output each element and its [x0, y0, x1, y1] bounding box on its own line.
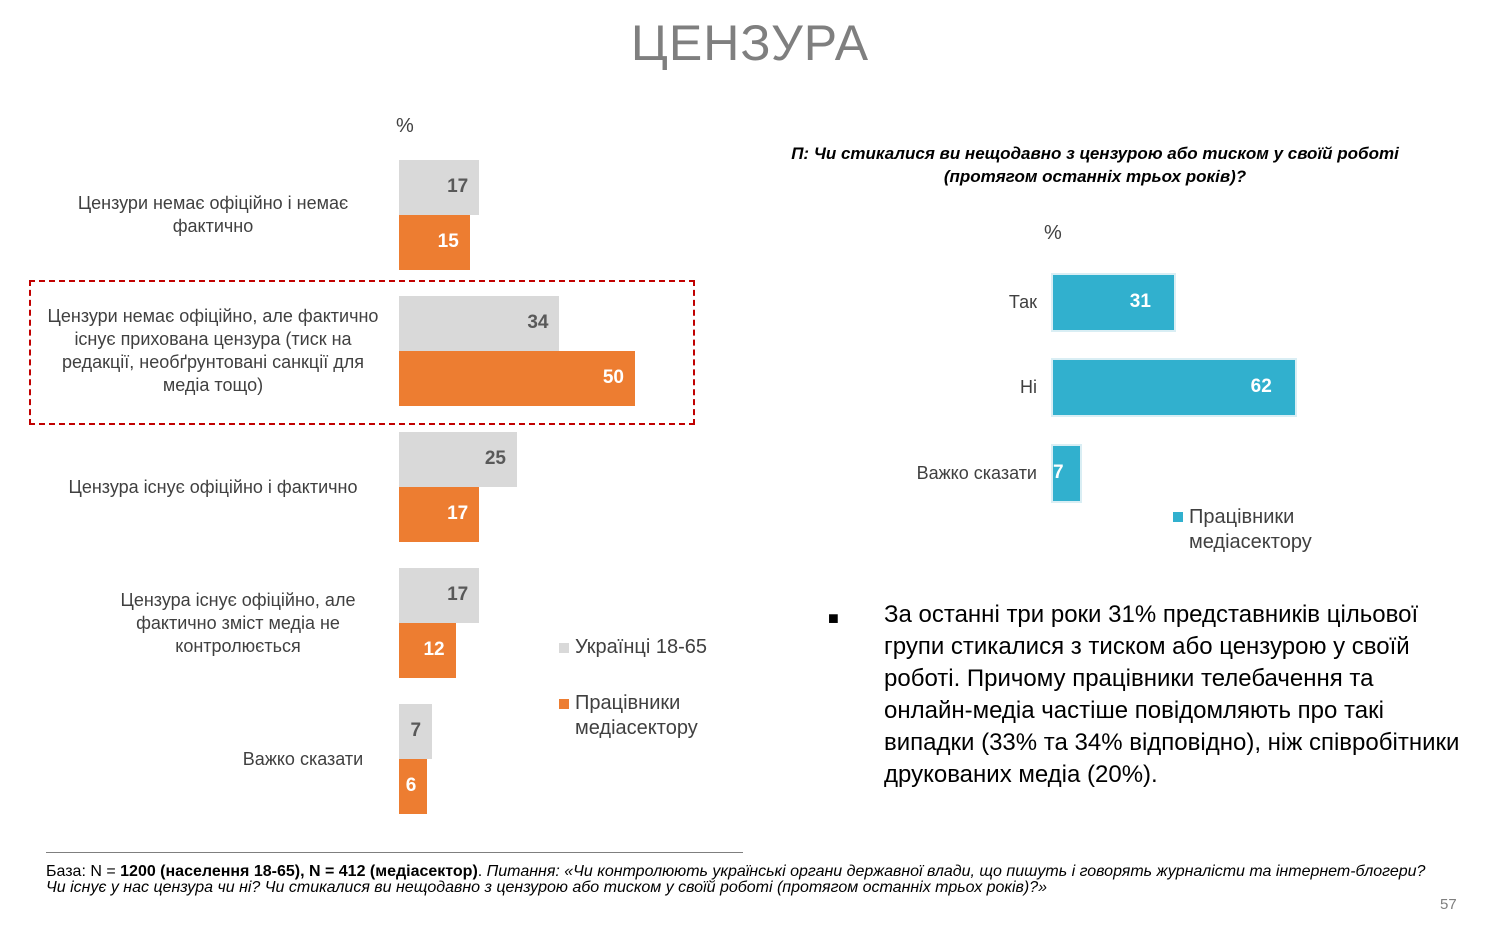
bullet-icon: ■ — [828, 608, 839, 628]
footnote: База: N = 1200 (населення 18-65), N = 41… — [46, 864, 1426, 896]
bar-value-label: 17 — [447, 176, 469, 197]
left-category-label: Цензури немає офіційно, але фактично існ… — [47, 306, 379, 395]
bar-media-right — [1053, 275, 1174, 330]
bar-value-label: 31 — [1129, 291, 1151, 312]
footnote-n1: 1200 (населення 18-65) — [120, 863, 301, 880]
legend-swatch-media — [559, 699, 569, 709]
bar-value-label: 7 — [410, 720, 422, 741]
right-category-label: Ні — [1020, 377, 1037, 397]
question-title: П: Чи стикалися ви нещодавно з цензурою … — [791, 144, 1399, 186]
legend-label-media: Працівники медіасектору — [575, 692, 698, 739]
bar-media — [399, 351, 635, 406]
bar-value-label: 12 — [423, 639, 445, 660]
footnote-question: Питання: «Чи контролюють українські орга… — [46, 863, 1426, 896]
bar-media-right — [1053, 446, 1081, 501]
bar-value-label: 17 — [447, 503, 469, 524]
highlight-box — [29, 280, 695, 425]
left-category-label: Важко сказати — [242, 748, 364, 769]
bar-media-right — [1053, 360, 1295, 415]
page-number: 57 — [1440, 896, 1457, 913]
legend-label-ukrainians: Українці 18-65 — [575, 636, 708, 658]
bar-value-label: 17 — [447, 584, 469, 605]
footnote-sep: , N = — [300, 863, 339, 880]
bar-value-label: 15 — [437, 231, 459, 252]
bar-value-label: 34 — [527, 312, 549, 333]
bar-media — [399, 623, 456, 678]
bar-ukrainians — [399, 160, 480, 215]
right-chart-unit: % — [1044, 222, 1062, 244]
bar-value-label: 50 — [602, 367, 624, 388]
footnote-base-label: База: N = — [46, 863, 121, 880]
bar-ukrainians — [399, 432, 517, 487]
left-category-label: Цензура існує офіційно і фактично — [68, 476, 358, 497]
right-category-label: Так — [1008, 292, 1037, 312]
right-category-label: Важко сказати — [916, 463, 1037, 483]
left-category-label: Цензури немає офіційно і немає фактично — [77, 193, 349, 236]
legend-swatch-media-right — [1173, 512, 1183, 522]
legend-label-media-right: Працівники медіасектору — [1189, 506, 1312, 553]
footnote-n2: 412 (медіасектор) — [338, 863, 478, 880]
bar-ukrainians — [399, 568, 480, 623]
footnote-divider — [46, 852, 743, 853]
footnote-dot: . — [477, 863, 487, 880]
legend-swatch-ukrainians — [559, 643, 569, 653]
bar-value-label: 7 — [1053, 462, 1064, 484]
bar-ukrainians — [399, 296, 560, 351]
bar-media — [399, 487, 480, 542]
bar-value-label: 25 — [484, 448, 506, 469]
bar-value-label: 6 — [405, 775, 417, 796]
bar-media — [399, 759, 428, 814]
left-category-label: Цензура існує офіційно, але фактично змі… — [120, 589, 356, 656]
page-title: ЦЕНЗУРА — [630, 15, 870, 71]
summary-text: За останні три роки 31% представників ці… — [884, 601, 1460, 788]
bar-media — [399, 215, 470, 270]
bar-ukrainians — [399, 704, 433, 759]
left-chart-unit: % — [396, 115, 414, 137]
bar-value-label: 62 — [1250, 376, 1272, 397]
